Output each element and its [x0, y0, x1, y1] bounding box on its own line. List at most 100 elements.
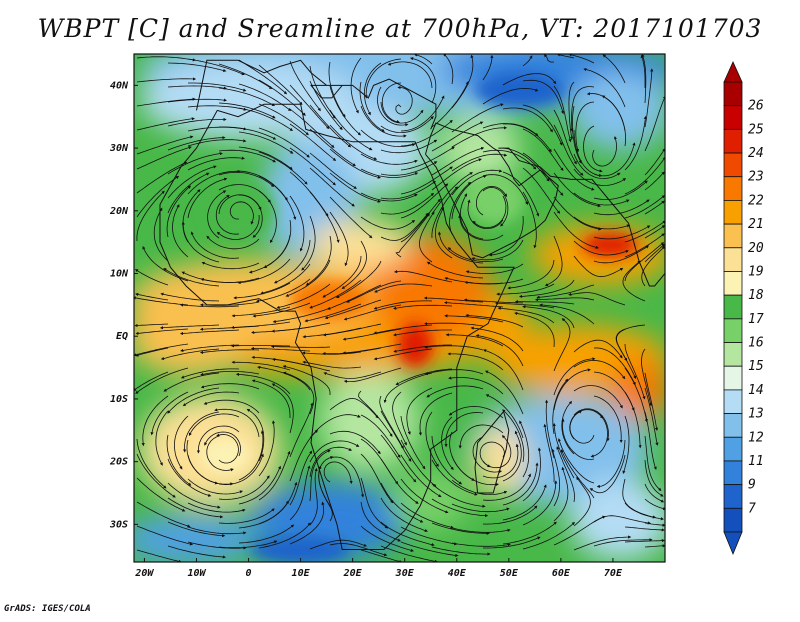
streamline-499 [502, 521, 557, 545]
streamline-106 [573, 153, 621, 179]
streamline-60 [522, 104, 563, 146]
streamline-221 [134, 269, 169, 286]
streamline-147 [472, 195, 507, 229]
streamline-6 [289, 60, 321, 112]
streamline-115 [258, 175, 297, 221]
streamline-322 [424, 369, 484, 376]
streamline-47 [218, 102, 276, 119]
colorbar-segment-7 [723, 247, 743, 272]
streamline-464 [187, 526, 247, 535]
streamline-472 [380, 521, 435, 547]
colorbar-segment-4 [723, 176, 743, 201]
streamline-241 [641, 245, 665, 287]
streamline-185 [341, 240, 367, 290]
streamline-422 [238, 430, 265, 481]
streamline-169 [467, 199, 504, 230]
streamline-342 [406, 387, 433, 435]
streamline-158 [229, 201, 254, 225]
streamline-299 [393, 344, 452, 353]
streamline-133 [167, 165, 217, 199]
axis-ticks [134, 84, 614, 562]
streamline-97 [360, 153, 418, 165]
streamline-347 [553, 357, 596, 396]
streamline-418 [136, 477, 186, 512]
streamline-92 [238, 146, 293, 170]
streamline-304 [573, 339, 623, 359]
streamline-74 [329, 124, 378, 161]
streamline-489 [258, 522, 311, 549]
streamline-348 [573, 385, 623, 409]
streamline-72 [289, 123, 337, 161]
streamline-335 [200, 383, 260, 390]
streamline-435 [543, 423, 555, 483]
colorbar-segment-8 [723, 271, 743, 296]
streamline-334 [182, 391, 240, 407]
streamline-494 [380, 545, 438, 562]
streamline-110 [136, 146, 192, 170]
streamline-233 [394, 270, 453, 283]
streamline-187 [400, 198, 441, 243]
streamline-415 [561, 418, 595, 460]
streamline-159 [216, 214, 260, 240]
streamline-462 [136, 525, 194, 546]
streamline-319 [343, 367, 402, 383]
colorbar-label-16: 9 [748, 478, 756, 493]
streamline-145 [451, 169, 503, 196]
streamline-501 [553, 515, 606, 546]
streamline-316 [272, 357, 331, 372]
streamline-121 [400, 146, 455, 171]
streamline-22 [136, 77, 197, 83]
streamline-503 [593, 538, 653, 547]
coastline-europe [196, 59, 437, 130]
streamline-42 [602, 54, 626, 84]
streamline-181 [206, 235, 260, 250]
streamline-126 [522, 167, 561, 214]
streamline-505 [644, 544, 665, 548]
streamline-1 [167, 62, 227, 73]
streamline-280 [465, 313, 524, 328]
streamline-492 [329, 543, 388, 557]
streamline-328 [624, 367, 648, 423]
streamline-471 [360, 525, 414, 552]
streamline-379 [214, 408, 260, 438]
streamline-183 [273, 239, 311, 284]
streamline-396 [136, 453, 176, 498]
streamline-420 [187, 478, 244, 495]
streamline-243 [135, 292, 169, 301]
lat-label-4: EQ [116, 331, 128, 342]
streamline-50 [289, 108, 335, 148]
streamline-363 [400, 415, 426, 470]
streamline-78 [431, 81, 469, 128]
colorbar-segment-17 [723, 484, 743, 509]
streamline-240 [624, 242, 665, 282]
streamline-34 [387, 61, 433, 89]
streamline-457 [551, 448, 561, 507]
streamline-155 [167, 172, 210, 214]
streamline-394 [596, 439, 626, 488]
streamline-199 [153, 207, 169, 262]
streamline-118 [329, 172, 381, 203]
streamline-277 [393, 329, 452, 337]
colorbar-label-7: 19 [748, 264, 764, 279]
streamline-491 [309, 539, 368, 550]
streamline-267 [159, 324, 220, 330]
streamline-189 [449, 181, 472, 235]
streamline-339 [358, 390, 393, 437]
streamline-441 [167, 497, 224, 519]
streamline-343 [418, 392, 453, 436]
streamline-482 [624, 526, 665, 532]
streamline-234 [426, 261, 484, 279]
lon-label-1: 10W [187, 568, 206, 579]
streamline-375 [166, 434, 192, 486]
streamline-35 [443, 54, 454, 85]
streamline-141 [360, 192, 418, 202]
lon-label-6: 40E [448, 568, 467, 579]
streamline-180 [215, 194, 240, 235]
streamline-80 [482, 123, 539, 137]
streamline-192 [471, 239, 524, 261]
streamline-144 [431, 158, 482, 191]
colorbar-label-17: 7 [748, 501, 756, 516]
streamline-207 [322, 255, 362, 298]
lon-label-5: 30E [395, 568, 415, 579]
streamline-172 [573, 216, 631, 230]
